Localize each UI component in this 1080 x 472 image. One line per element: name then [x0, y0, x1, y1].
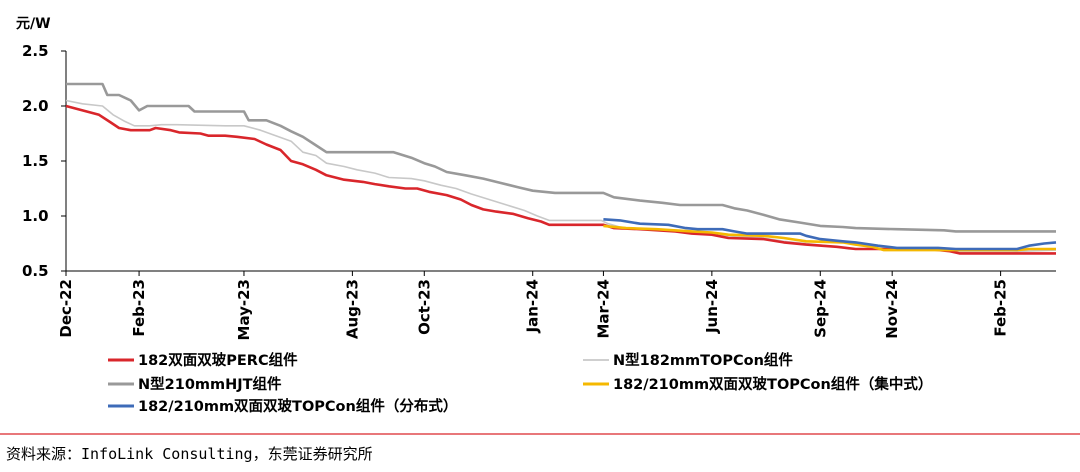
x-tick-label: Jan-24 [524, 279, 542, 333]
x-tick-label: Feb-25 [992, 279, 1010, 337]
legend-label: 182/210mm双面双玻TOPCon组件（集中式） [613, 375, 932, 393]
series-lines [65, 82, 1057, 255]
y-tick-label: 1.5 [22, 152, 49, 170]
legend-label: N型182mmTOPCon组件 [613, 351, 793, 369]
y-tick-label: 2.5 [22, 42, 49, 60]
y-axis-ticks: 2.5 2.0 1.5 1.0 0.5 [22, 42, 66, 280]
x-tick-label: Mar-24 [594, 279, 612, 339]
x-tick-label: Sep-24 [811, 279, 829, 338]
x-tick-label: Oct-23 [415, 279, 433, 335]
x-tick-label: Dec-22 [57, 279, 75, 338]
x-axis-ticks: Dec-22 Feb-23 May-23 Aug-23 Oct-23 Jan-24 Mar-… [57, 271, 1010, 340]
series-line-3 [66, 82, 1056, 233]
x-tick-label: Aug-23 [343, 279, 361, 339]
y-axis-unit: 元/W [16, 16, 51, 32]
legend-label: 182双面双玻PERC组件 [138, 351, 298, 369]
x-tick-label: Feb-23 [130, 279, 148, 337]
source-note: 资料来源：InfoLink Consulting，东莞证券研究所 [6, 445, 373, 463]
x-tick-label: May-23 [235, 279, 253, 340]
series-line-5 [603, 218, 1057, 251]
y-tick-label: 0.5 [22, 262, 49, 280]
x-tick-label: Nov-24 [883, 279, 901, 339]
series-line-1 [65, 104, 1056, 255]
axes [65, 51, 1056, 272]
y-tick-label: 2.0 [22, 97, 49, 115]
legend: 182双面双玻PERC组件 N型182mmTOPCon组件 N型210mmHJT组件… [108, 351, 932, 415]
legend-label: 182/210mm双面双玻TOPCon组件（分布式） [138, 397, 457, 415]
y-tick-label: 1.0 [22, 207, 49, 225]
legend-label: N型210mmHJT组件 [138, 375, 282, 393]
series-line-4 [603, 224, 1056, 252]
x-tick-label: Jun-24 [703, 279, 721, 334]
